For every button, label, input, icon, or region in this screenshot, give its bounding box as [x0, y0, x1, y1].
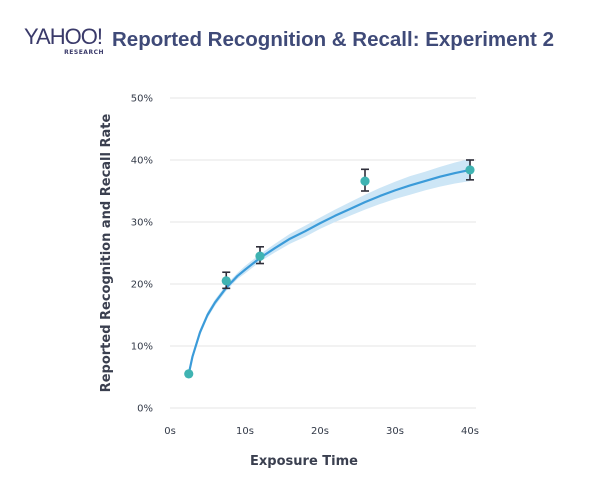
y-tick-label: 10%	[131, 342, 153, 353]
data-point	[221, 276, 231, 286]
y-tick-label: 20%	[131, 280, 153, 291]
y-tick-label: 50%	[131, 94, 153, 105]
data-points	[184, 165, 475, 379]
y-tick-label: 0%	[137, 404, 153, 415]
x-axis-label: Exposure Time	[250, 454, 358, 469]
y-tick-label: 40%	[131, 156, 153, 167]
data-point	[465, 165, 475, 175]
yahoo-research-logo: YAHOO! RESEARCH	[24, 24, 108, 58]
x-tick-label: 30s	[386, 426, 404, 437]
y-tick-label: 30%	[131, 218, 153, 229]
chart-title: Reported Recognition & Recall: Experimen…	[112, 28, 554, 51]
fit-curve-line	[187, 168, 471, 375]
data-point	[255, 251, 265, 261]
axis-ticks: 0% 10% 20% 30% 40% 50% 0s 10s 20s 30s 40s	[131, 94, 479, 438]
x-tick-label: 0s	[164, 426, 176, 437]
confidence-band-area	[188, 158, 470, 374]
confidence-band	[188, 158, 470, 374]
x-tick-label: 40s	[461, 426, 479, 437]
x-tick-label: 10s	[236, 426, 254, 437]
chart-header: YAHOO! RESEARCH Reported Recognition & R…	[0, 0, 598, 70]
fit-curve	[187, 168, 471, 375]
y-axis-label: Reported Recognition and Recall Rate	[99, 114, 114, 393]
data-point	[360, 176, 370, 186]
data-point	[184, 369, 194, 379]
x-tick-label: 20s	[311, 426, 329, 437]
logo-subtitle: RESEARCH	[64, 49, 104, 56]
logo-wordmark: YAHOO!	[24, 24, 103, 49]
grid-lines	[170, 97, 476, 409]
